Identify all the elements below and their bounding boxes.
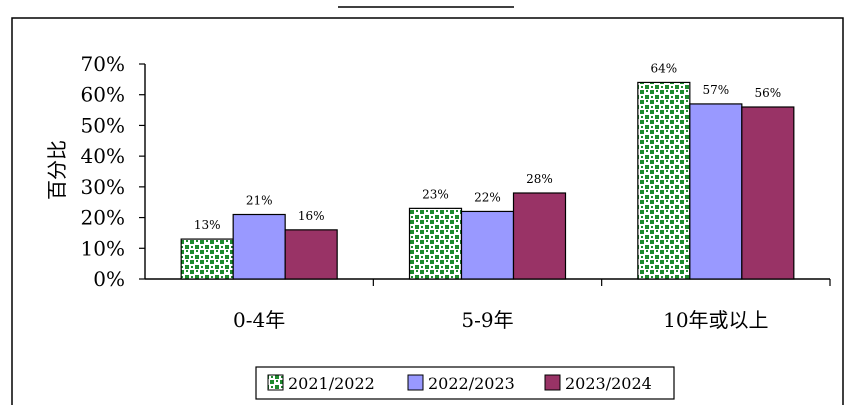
legend-swatch — [544, 374, 561, 391]
data-label: 57% — [702, 83, 729, 97]
chart-frame — [11, 17, 844, 405]
legend-box — [255, 366, 675, 400]
y-axis-label: 百分比 — [45, 140, 69, 200]
bar — [512, 192, 567, 280]
data-label: 16% — [298, 209, 325, 223]
y-tick-label: 60% — [81, 83, 125, 107]
y-tick-label: 10% — [81, 236, 125, 260]
y-axis: 0% 10% 20% 30% 40% 50% 60% 70% — [81, 52, 146, 291]
x-tick-label: 5-9年 — [461, 308, 513, 332]
data-label: 56% — [754, 86, 781, 100]
bar — [232, 213, 286, 280]
legend-label: 2021/2022 — [288, 374, 375, 393]
data-label: 23% — [422, 187, 449, 201]
legend: 2021/2022 2022/2023 2023/2024 — [255, 366, 675, 400]
bar — [284, 229, 338, 280]
x-tick-label: 10年或以上 — [663, 308, 768, 332]
data-label: 64% — [650, 61, 677, 75]
x-axis: 0-4年 5-9年 10年或以上 — [145, 278, 831, 332]
y-tick-label: 0% — [93, 267, 125, 291]
bars-group — [180, 81, 795, 280]
legend-swatch — [407, 374, 424, 391]
y-tick-label: 70% — [81, 52, 125, 76]
data-label: 28% — [526, 172, 553, 186]
y-tick-label: 50% — [81, 113, 125, 137]
bar — [460, 210, 515, 280]
y-tick-label: 40% — [81, 144, 125, 168]
x-tick-label: 0-4年 — [233, 308, 285, 332]
bar — [741, 106, 795, 280]
legend-swatch — [267, 374, 284, 391]
data-label: 22% — [474, 190, 501, 204]
y-tick-label: 20% — [81, 206, 125, 230]
legend-label: 2023/2024 — [565, 374, 652, 393]
bar — [689, 103, 743, 280]
data-label: 13% — [194, 218, 221, 232]
value-labels-group: 13% 21% 16% 23% 22% 28% 64% 57% 56% — [194, 61, 781, 232]
bar — [637, 81, 691, 280]
legend-label: 2022/2023 — [428, 374, 515, 393]
bar — [180, 238, 234, 280]
bar — [408, 207, 463, 280]
y-tick-label: 30% — [81, 175, 125, 199]
data-label: 21% — [246, 194, 273, 208]
